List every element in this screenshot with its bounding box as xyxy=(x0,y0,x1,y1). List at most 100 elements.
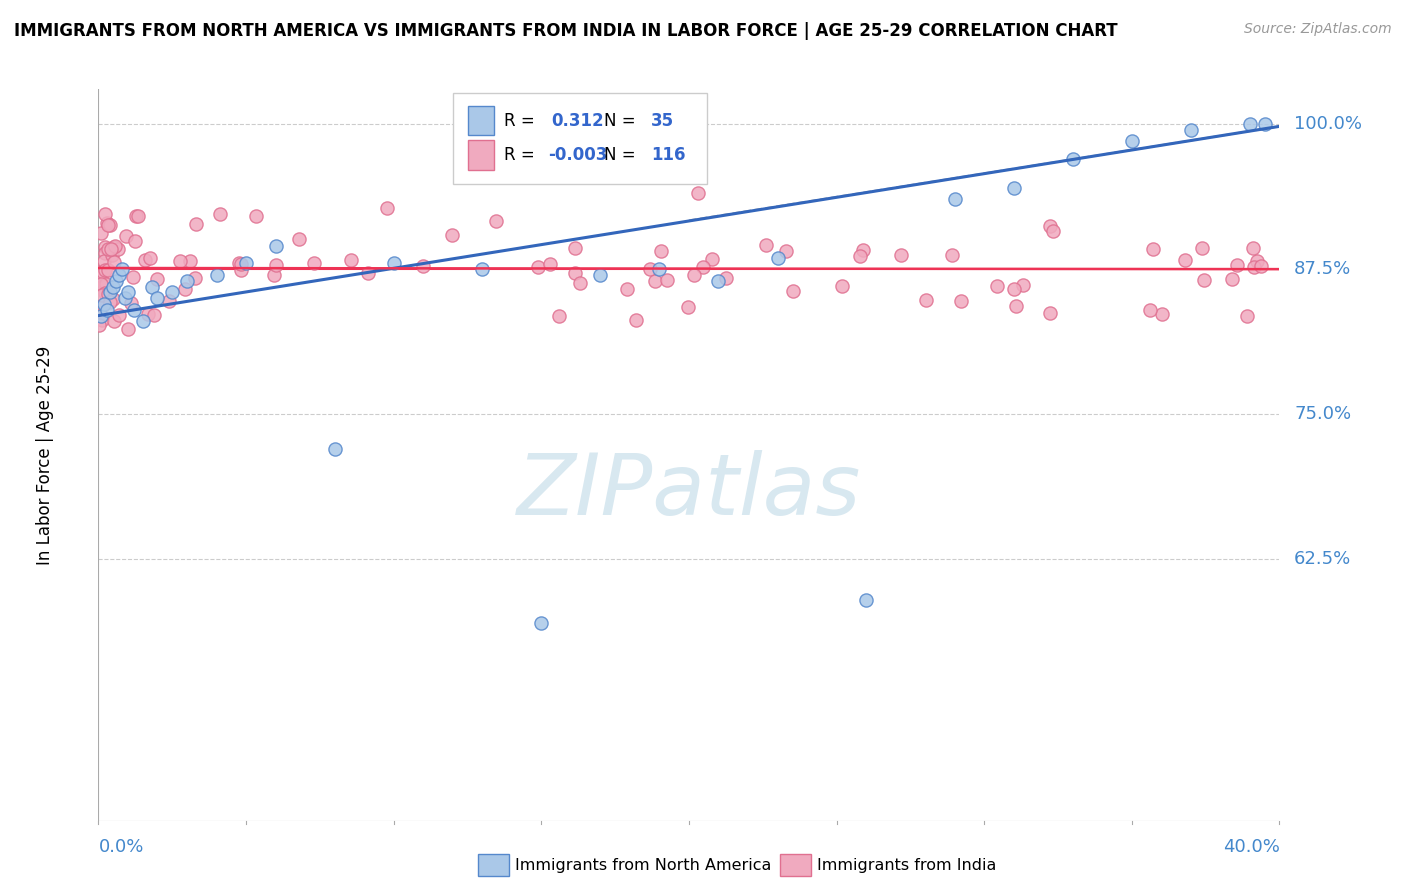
Point xyxy=(245,209,267,223)
Point xyxy=(538,257,561,271)
Point xyxy=(117,285,139,300)
Point xyxy=(91,298,114,312)
Text: 35: 35 xyxy=(651,112,675,129)
Point xyxy=(775,244,797,258)
Point xyxy=(209,207,232,221)
Point xyxy=(228,256,250,270)
Point xyxy=(97,218,120,232)
Point xyxy=(692,260,714,274)
Point xyxy=(676,300,699,314)
Point xyxy=(90,309,112,323)
Point xyxy=(1191,241,1213,255)
Text: Immigrants from North America: Immigrants from North America xyxy=(515,858,770,872)
Point xyxy=(569,276,592,290)
Text: R =: R = xyxy=(503,112,534,129)
Point xyxy=(98,295,121,310)
Point xyxy=(1139,302,1161,317)
Text: 62.5%: 62.5% xyxy=(1294,550,1351,568)
Point xyxy=(97,286,120,301)
Point xyxy=(104,239,127,253)
Text: 0.0%: 0.0% xyxy=(98,838,143,856)
Point xyxy=(526,260,548,274)
Point xyxy=(412,259,434,273)
FancyBboxPatch shape xyxy=(468,106,494,136)
Point xyxy=(915,293,938,307)
Point xyxy=(162,285,183,300)
Point xyxy=(107,242,129,256)
Point xyxy=(714,271,737,285)
Point xyxy=(766,251,789,265)
Point xyxy=(90,309,112,323)
Text: 116: 116 xyxy=(651,146,686,164)
Point xyxy=(184,270,207,285)
Point xyxy=(100,242,122,256)
Point xyxy=(357,266,380,280)
Point xyxy=(103,279,125,293)
Point xyxy=(141,279,163,293)
Point xyxy=(782,285,804,299)
Point xyxy=(139,251,162,265)
Point xyxy=(136,307,159,321)
Point xyxy=(111,262,134,277)
Point xyxy=(93,253,115,268)
Point xyxy=(564,241,586,255)
Point xyxy=(145,272,167,286)
Point xyxy=(173,282,195,296)
Point xyxy=(624,313,647,327)
Point xyxy=(1180,123,1202,137)
Text: Immigrants from India: Immigrants from India xyxy=(817,858,997,872)
Text: -0.003: -0.003 xyxy=(548,146,607,164)
Point xyxy=(179,254,201,268)
Point xyxy=(1254,117,1277,131)
Point xyxy=(94,246,117,260)
Point xyxy=(640,262,662,277)
Text: 75.0%: 75.0% xyxy=(1294,405,1351,424)
Point xyxy=(1246,253,1268,268)
Point xyxy=(548,309,571,323)
Point xyxy=(1150,307,1173,321)
Text: 87.5%: 87.5% xyxy=(1294,260,1351,278)
Text: N =: N = xyxy=(605,112,636,129)
Point xyxy=(986,278,1008,293)
Point xyxy=(169,253,191,268)
Point xyxy=(1042,224,1064,238)
Point xyxy=(1174,253,1197,268)
Point xyxy=(264,258,287,272)
Point xyxy=(441,227,464,242)
Point xyxy=(97,242,120,256)
Text: ZIPatlas: ZIPatlas xyxy=(517,450,860,533)
Point xyxy=(132,314,155,328)
Point xyxy=(93,286,115,301)
Point xyxy=(323,442,346,456)
FancyBboxPatch shape xyxy=(468,140,494,169)
Point xyxy=(855,593,877,607)
Point xyxy=(288,232,311,246)
Point xyxy=(1004,299,1026,313)
Point xyxy=(105,274,128,288)
Point xyxy=(96,302,118,317)
Point xyxy=(229,263,252,277)
Point xyxy=(1062,152,1084,166)
Point xyxy=(94,239,117,253)
Point xyxy=(377,202,399,216)
Point xyxy=(235,256,257,270)
Text: 100.0%: 100.0% xyxy=(1294,115,1362,133)
Point xyxy=(89,268,111,283)
Point xyxy=(120,296,142,310)
Point xyxy=(1239,117,1261,131)
Point xyxy=(103,240,125,254)
Point xyxy=(122,302,145,317)
Point xyxy=(644,274,666,288)
Point xyxy=(90,266,112,280)
Point xyxy=(205,268,228,282)
Point xyxy=(157,294,180,309)
Text: 0.312: 0.312 xyxy=(551,112,603,129)
Point xyxy=(117,322,139,336)
Point xyxy=(1194,273,1216,287)
Point xyxy=(1142,242,1164,256)
Point xyxy=(950,294,973,309)
Point xyxy=(103,255,125,269)
Point xyxy=(91,264,114,278)
Point xyxy=(530,616,553,631)
Text: N =: N = xyxy=(605,146,636,164)
